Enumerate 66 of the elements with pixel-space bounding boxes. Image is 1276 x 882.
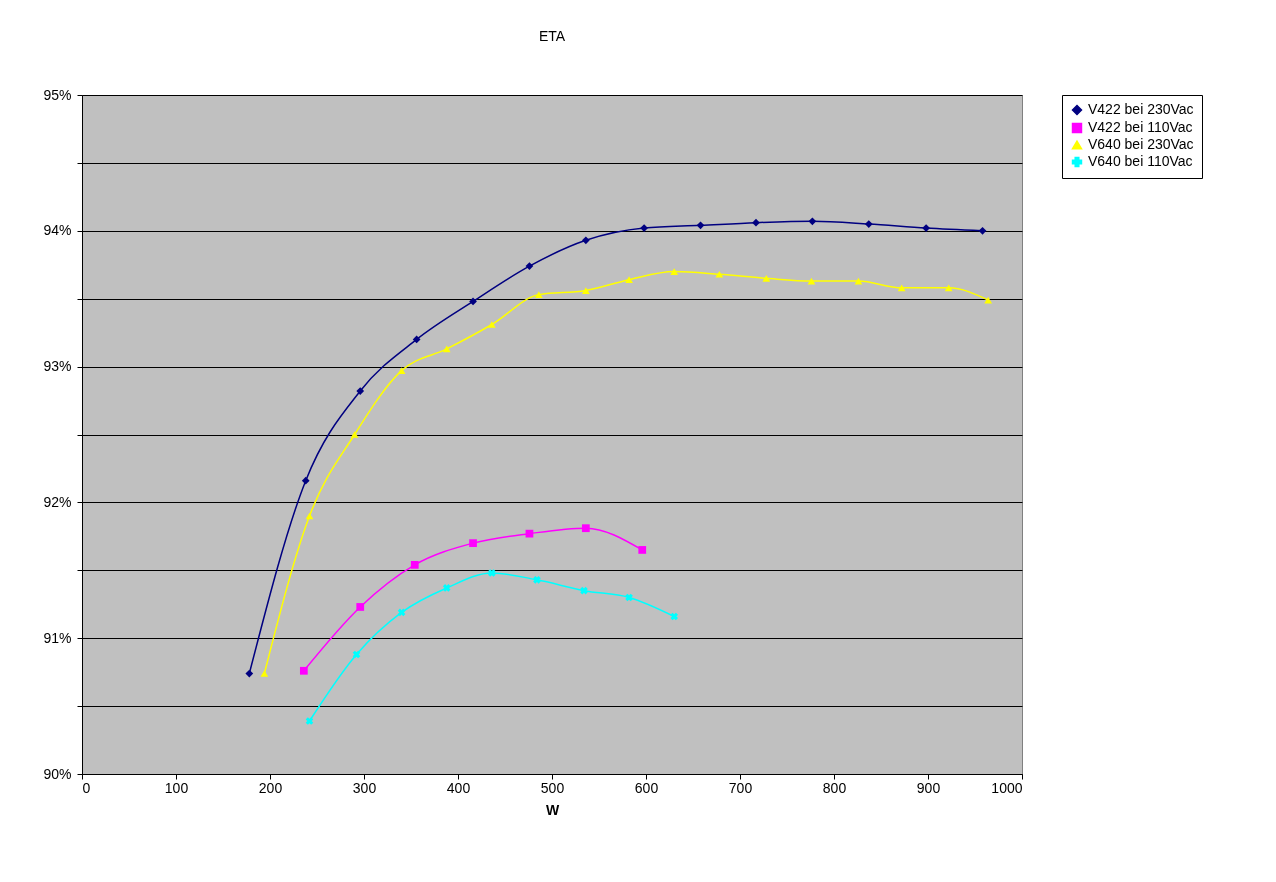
point [397, 608, 406, 617]
x-axis-title: W [545, 801, 560, 818]
point [299, 666, 308, 675]
point [356, 603, 365, 611]
point [442, 584, 451, 592]
point [581, 287, 590, 294]
point [305, 512, 314, 520]
point [350, 431, 359, 438]
point [488, 569, 496, 577]
point [469, 539, 477, 548]
x-tick-label: 700 [728, 779, 753, 796]
point [670, 268, 679, 275]
x-tick-label: 200 [258, 779, 283, 796]
point [922, 224, 930, 232]
point [352, 650, 361, 659]
point [762, 274, 771, 282]
y-tick-label: 95% [43, 86, 72, 103]
x-tick-label: 800 [822, 779, 847, 796]
point [640, 224, 648, 232]
point [625, 593, 633, 602]
x-tick-label: 900 [916, 779, 941, 796]
x-tick-label: 300 [352, 779, 377, 796]
point [638, 546, 647, 554]
point [808, 217, 817, 226]
legend-label: V640 bei 110Vac [1088, 153, 1193, 169]
legend-label: V422 bei 110Vac [1088, 119, 1193, 135]
y-tick-label: 93% [43, 358, 72, 375]
point [670, 612, 679, 621]
point [301, 476, 310, 485]
point [534, 291, 543, 298]
point [864, 220, 873, 228]
point [525, 529, 534, 538]
point [897, 284, 906, 292]
point [533, 575, 541, 584]
point [752, 218, 760, 227]
point [356, 387, 365, 395]
x-tick-label: 600 [634, 779, 659, 796]
y-tick-label: 91% [43, 629, 72, 646]
point [581, 236, 590, 245]
point [245, 669, 254, 678]
x-tick-label: 0 [82, 779, 91, 796]
legend-label: V422 bei 230Vac [1088, 101, 1194, 117]
point [260, 670, 269, 677]
x-tick-label: 1000 [991, 779, 1023, 796]
point [412, 335, 421, 344]
point [469, 297, 477, 306]
point [410, 561, 419, 569]
point [978, 226, 987, 235]
point [525, 262, 534, 270]
x-tick-label: 100 [164, 779, 189, 796]
y-tick-label: 92% [43, 493, 72, 510]
point [442, 345, 451, 353]
point [487, 321, 496, 328]
point [625, 276, 633, 284]
point [397, 367, 406, 375]
point [696, 221, 705, 230]
point [944, 284, 953, 292]
chart-title: ETA [538, 28, 566, 44]
point [580, 586, 588, 595]
legend-label: V640 bei 230Vac [1088, 136, 1194, 152]
y-tick-label: 94% [43, 222, 72, 239]
point [715, 270, 724, 278]
x-tick-label: 500 [540, 779, 565, 796]
point [581, 524, 590, 533]
x-tick-label: 400 [446, 779, 471, 796]
y-tick-label: 90% [43, 765, 72, 782]
